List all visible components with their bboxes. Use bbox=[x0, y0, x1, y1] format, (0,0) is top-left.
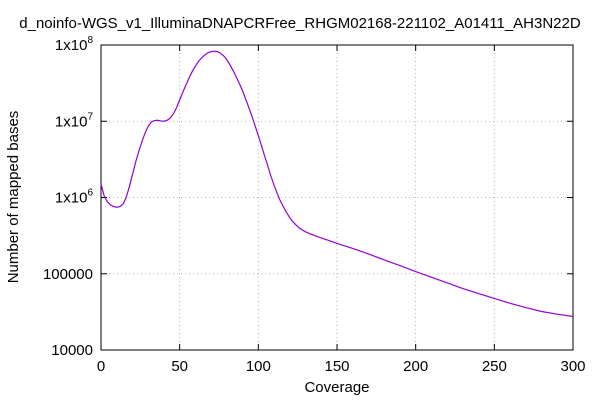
y-axis-label: Number of mapped bases bbox=[5, 111, 22, 284]
chart-title: d_noinfo-WGS_v1_IlluminaDNAPCRFree_RHGM0… bbox=[19, 15, 581, 32]
x-axis: 0 50 100 150 200 250 300 bbox=[97, 45, 586, 375]
x-tick-label: 50 bbox=[171, 358, 188, 375]
grid bbox=[101, 45, 573, 350]
y-tick-label: 1x108 bbox=[55, 35, 94, 54]
y-tick-label: 1x106 bbox=[55, 188, 94, 207]
y-tick-label: 1x107 bbox=[55, 111, 94, 130]
x-tick-label: 150 bbox=[324, 358, 349, 375]
y-tick-label: 10000 bbox=[51, 342, 93, 359]
x-tick-label: 200 bbox=[403, 358, 428, 375]
x-tick-label: 300 bbox=[560, 358, 585, 375]
x-tick-label: 250 bbox=[482, 358, 507, 375]
y-tick-label: 100000 bbox=[43, 266, 93, 283]
x-axis-label: Coverage bbox=[304, 379, 369, 396]
y-axis: 10000 100000 1x106 1x107 1x108 bbox=[43, 35, 573, 359]
x-tick-label: 0 bbox=[97, 358, 105, 375]
x-tick-label: 100 bbox=[246, 358, 271, 375]
coverage-series-line bbox=[100, 50, 574, 318]
